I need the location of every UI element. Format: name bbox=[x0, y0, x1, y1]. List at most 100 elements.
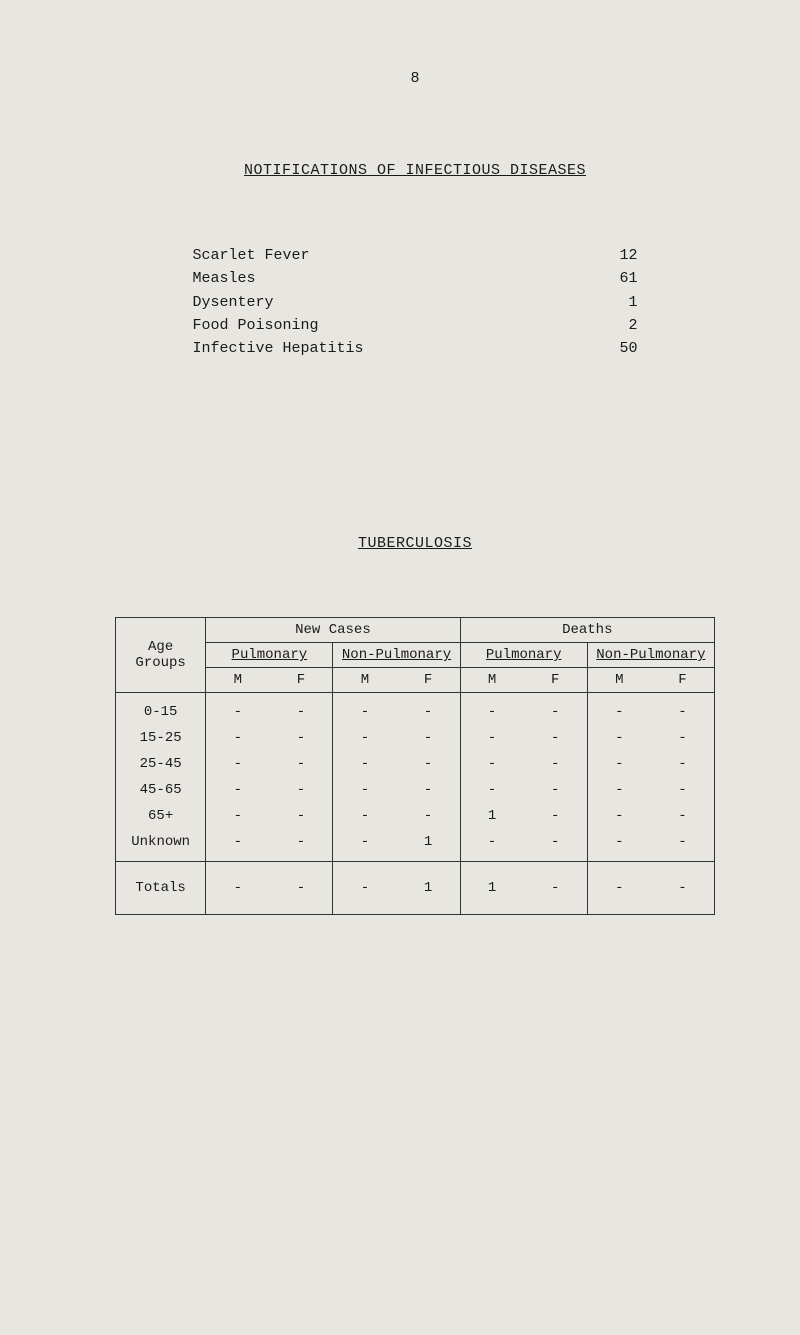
cell: - bbox=[333, 751, 397, 777]
disease-row: Food Poisoning 2 bbox=[193, 314, 638, 337]
age-header-line2: Groups bbox=[135, 655, 185, 671]
disease-notification-list: Scarlet Fever 12 Measles 61 Dysentery 1 … bbox=[193, 244, 638, 360]
cell: - bbox=[524, 693, 588, 726]
totals-label: Totals bbox=[116, 862, 206, 915]
disease-name: Scarlet Fever bbox=[193, 244, 310, 267]
cell: - bbox=[587, 725, 651, 751]
cell: - bbox=[460, 693, 524, 726]
cell: - bbox=[206, 693, 270, 726]
mf-header: M bbox=[206, 668, 270, 693]
cell: - bbox=[524, 829, 588, 862]
cell: - bbox=[333, 725, 397, 751]
cell: - bbox=[269, 803, 333, 829]
pulmonary-header-newcases: Pulmonary bbox=[206, 643, 333, 668]
cell: 1 bbox=[397, 829, 461, 862]
disease-row: Scarlet Fever 12 bbox=[193, 244, 638, 267]
totals-cell: 1 bbox=[397, 862, 461, 915]
non-pulmonary-header-deaths: Non-Pulmonary bbox=[587, 643, 714, 668]
cell: - bbox=[333, 803, 397, 829]
mf-header: F bbox=[269, 668, 333, 693]
disease-count: 50 bbox=[598, 337, 638, 360]
cell: - bbox=[397, 803, 461, 829]
cell: - bbox=[524, 725, 588, 751]
age-group-label: 25-45 bbox=[116, 751, 206, 777]
cell: - bbox=[269, 829, 333, 862]
cell: - bbox=[397, 751, 461, 777]
totals-cell: - bbox=[206, 862, 270, 915]
cell: - bbox=[651, 693, 715, 726]
cell: - bbox=[524, 751, 588, 777]
table-row: 15-25 - - - - - - - - bbox=[116, 725, 715, 751]
disease-name: Measles bbox=[193, 267, 256, 290]
cell: - bbox=[587, 751, 651, 777]
cell: - bbox=[397, 725, 461, 751]
totals-row: Totals - - - 1 1 - - - bbox=[116, 862, 715, 915]
disease-count: 2 bbox=[598, 314, 638, 337]
age-group-label: 45-65 bbox=[116, 777, 206, 803]
pulmonary-header-deaths: Pulmonary bbox=[460, 643, 587, 668]
totals-cell: - bbox=[269, 862, 333, 915]
cell: - bbox=[651, 725, 715, 751]
cell: - bbox=[269, 693, 333, 726]
table-header-row-1: Age Groups New Cases Deaths bbox=[116, 618, 715, 643]
table-row: 45-65 - - - - - - - - bbox=[116, 777, 715, 803]
cell: - bbox=[587, 829, 651, 862]
cell: - bbox=[206, 777, 270, 803]
disease-row: Dysentery 1 bbox=[193, 291, 638, 314]
cell: - bbox=[269, 777, 333, 803]
cell: - bbox=[651, 777, 715, 803]
cell: - bbox=[587, 777, 651, 803]
table-row: 25-45 - - - - - - - - bbox=[116, 751, 715, 777]
totals-cell: - bbox=[333, 862, 397, 915]
cell: - bbox=[651, 829, 715, 862]
new-cases-header: New Cases bbox=[206, 618, 460, 643]
mf-header: M bbox=[587, 668, 651, 693]
cell: - bbox=[651, 803, 715, 829]
totals-cell: 1 bbox=[460, 862, 524, 915]
mf-header: M bbox=[333, 668, 397, 693]
non-pulmonary-header-newcases: Non-Pulmonary bbox=[333, 643, 460, 668]
deaths-header: Deaths bbox=[460, 618, 714, 643]
cell: - bbox=[397, 693, 461, 726]
table-header-row-3: M F M F M F M F bbox=[116, 668, 715, 693]
mf-header: F bbox=[524, 668, 588, 693]
cell: - bbox=[206, 725, 270, 751]
table-row: 65+ - - - - 1 - - - bbox=[116, 803, 715, 829]
cell: - bbox=[269, 751, 333, 777]
table-row: 0-15 - - - - - - - - bbox=[116, 693, 715, 726]
cell: - bbox=[269, 725, 333, 751]
mf-header: M bbox=[460, 668, 524, 693]
age-groups-header: Age Groups bbox=[116, 618, 206, 693]
cell: - bbox=[206, 829, 270, 862]
cell: - bbox=[524, 777, 588, 803]
disease-row: Infective Hepatitis 50 bbox=[193, 337, 638, 360]
cell: - bbox=[460, 829, 524, 862]
cell: - bbox=[524, 803, 588, 829]
tuberculosis-table: Age Groups New Cases Deaths Pulmonary No… bbox=[115, 617, 715, 915]
cell: - bbox=[333, 829, 397, 862]
cell: - bbox=[206, 803, 270, 829]
age-group-label: 65+ bbox=[116, 803, 206, 829]
cell: - bbox=[206, 751, 270, 777]
age-group-label: 15-25 bbox=[116, 725, 206, 751]
cell: 1 bbox=[460, 803, 524, 829]
section-title-tuberculosis: TUBERCULOSIS bbox=[110, 535, 720, 552]
disease-row: Measles 61 bbox=[193, 267, 638, 290]
cell: - bbox=[460, 725, 524, 751]
cell: - bbox=[460, 777, 524, 803]
page-number: 8 bbox=[110, 70, 720, 87]
disease-name: Infective Hepatitis bbox=[193, 337, 364, 360]
table-row: Unknown - - - 1 - - - - bbox=[116, 829, 715, 862]
section-title-notifications: NOTIFICATIONS OF INFECTIOUS DISEASES bbox=[110, 162, 720, 179]
disease-count: 12 bbox=[598, 244, 638, 267]
document-page: 8 NOTIFICATIONS OF INFECTIOUS DISEASES S… bbox=[0, 0, 800, 995]
disease-count: 1 bbox=[598, 291, 638, 314]
mf-header: F bbox=[651, 668, 715, 693]
cell: - bbox=[333, 777, 397, 803]
table-header-row-2: Pulmonary Non-Pulmonary Pulmonary Non-Pu… bbox=[116, 643, 715, 668]
totals-cell: - bbox=[651, 862, 715, 915]
age-group-label: 0-15 bbox=[116, 693, 206, 726]
cell: - bbox=[651, 751, 715, 777]
cell: - bbox=[397, 777, 461, 803]
disease-count: 61 bbox=[598, 267, 638, 290]
